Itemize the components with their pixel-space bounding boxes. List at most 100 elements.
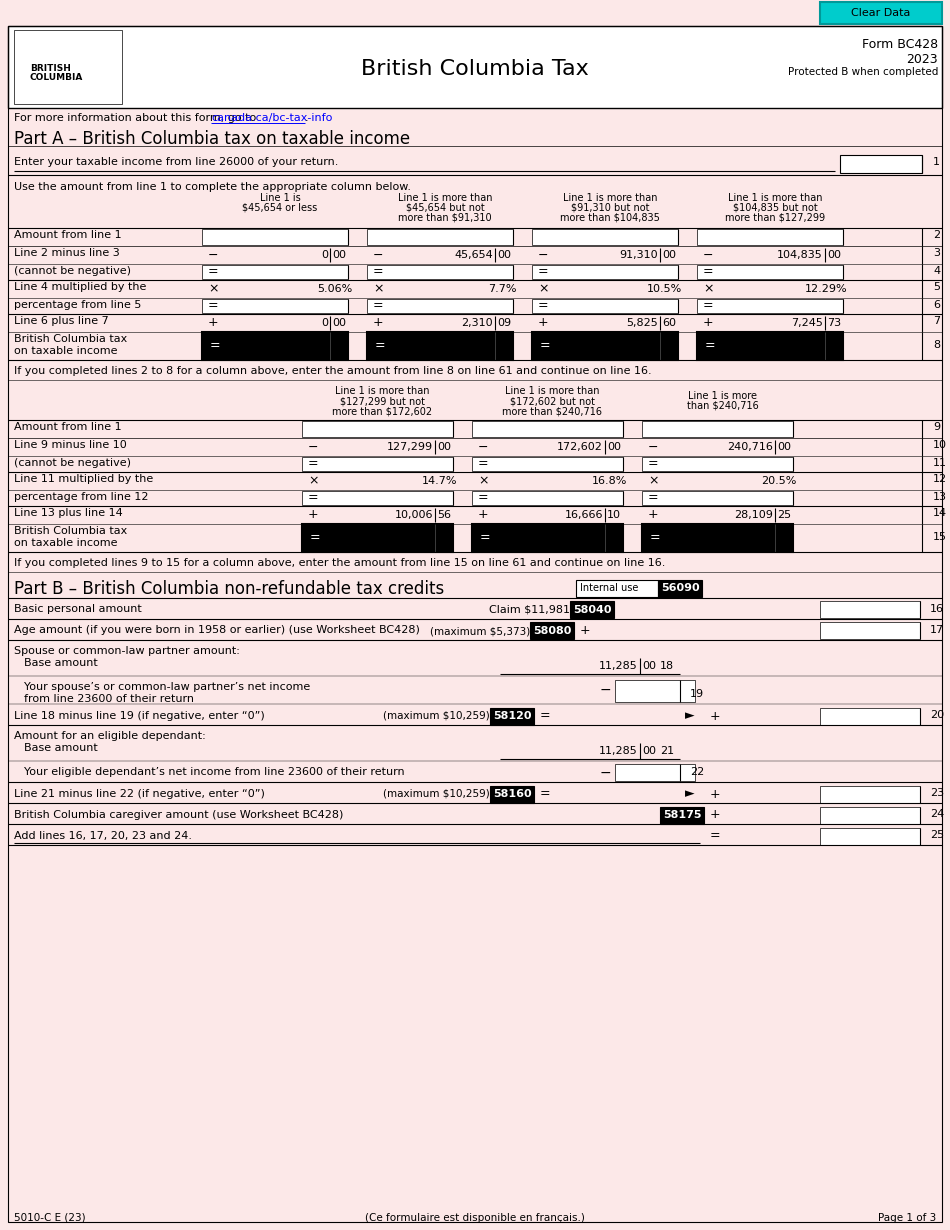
Text: =: =: [540, 787, 551, 801]
Text: =: =: [310, 531, 320, 545]
Bar: [367, 332, 513, 360]
Text: +: +: [373, 316, 384, 330]
Text: 13: 13: [933, 492, 947, 502]
Text: Line 1 is more than: Line 1 is more than: [398, 193, 492, 203]
Text: Line 6 plus line 7: Line 6 plus line 7: [14, 316, 108, 326]
Text: 25: 25: [777, 510, 791, 520]
Text: 23: 23: [930, 788, 944, 798]
Text: 8: 8: [933, 339, 940, 351]
Text: (maximum $10,259): (maximum $10,259): [383, 711, 490, 721]
Text: 25: 25: [930, 830, 944, 840]
Text: 60: 60: [662, 319, 676, 328]
Text: 5: 5: [933, 282, 940, 292]
Text: 09: 09: [497, 319, 511, 328]
Bar: [840, 155, 922, 173]
Text: =: =: [703, 299, 713, 312]
Bar: [697, 332, 843, 360]
Text: Line 1 is more than: Line 1 is more than: [505, 386, 599, 396]
Text: 00: 00: [607, 442, 621, 451]
Bar: [472, 421, 623, 437]
Text: =: =: [210, 339, 220, 353]
Text: (cannot be negative): (cannot be negative): [14, 458, 131, 467]
Text: ►: ►: [685, 787, 694, 801]
Bar: [697, 299, 843, 312]
Bar: [302, 421, 453, 437]
Text: 00: 00: [642, 747, 656, 756]
Text: more than $91,310: more than $91,310: [398, 213, 492, 223]
Text: −: −: [538, 248, 548, 262]
Text: ►: ►: [685, 710, 694, 722]
Text: 11: 11: [933, 458, 947, 467]
Text: =: =: [480, 531, 490, 545]
Text: +: +: [710, 808, 721, 822]
Text: 10: 10: [607, 510, 621, 520]
Text: Line 13 plus line 14: Line 13 plus line 14: [14, 508, 123, 518]
Text: 5,825: 5,825: [626, 319, 658, 328]
Bar: [576, 581, 658, 597]
Text: =: =: [208, 299, 219, 312]
Text: Basic personal amount: Basic personal amount: [14, 604, 142, 614]
Text: 24: 24: [930, 809, 944, 819]
Text: =: =: [478, 458, 488, 471]
Text: +: +: [208, 316, 219, 330]
Text: percentage from line 5: percentage from line 5: [14, 300, 142, 310]
Text: 58160: 58160: [493, 788, 531, 800]
Text: 00: 00: [332, 319, 346, 328]
Text: =: =: [478, 492, 488, 504]
Text: 12: 12: [933, 474, 947, 483]
Text: Line 21 minus line 22 (if negative, enter “0”): Line 21 minus line 22 (if negative, ente…: [14, 788, 265, 800]
Text: Page 1 of 3: Page 1 of 3: [878, 1213, 936, 1223]
Text: =: =: [648, 458, 658, 471]
Text: For more information about this form, go to: For more information about this form, go…: [14, 113, 259, 123]
Text: ×: ×: [703, 283, 713, 295]
Text: on taxable income: on taxable income: [14, 538, 118, 549]
Text: +: +: [580, 625, 591, 637]
Text: Clear Data: Clear Data: [851, 9, 911, 18]
Bar: [302, 491, 453, 506]
Text: British Columbia caregiver amount (use Worksheet BC428): British Columbia caregiver amount (use W…: [14, 811, 343, 820]
Text: =: =: [208, 266, 219, 278]
Text: Line 11 multiplied by the: Line 11 multiplied by the: [14, 474, 153, 483]
Text: 12.29%: 12.29%: [805, 284, 847, 294]
Text: ×: ×: [208, 283, 219, 295]
Text: −: −: [373, 248, 384, 262]
Bar: [615, 764, 695, 781]
Text: 5010-C E (23): 5010-C E (23): [14, 1213, 86, 1223]
Text: 2: 2: [933, 230, 940, 240]
Text: 00: 00: [497, 250, 511, 260]
Text: percentage from line 12: percentage from line 12: [14, 492, 148, 502]
Bar: [642, 421, 793, 437]
Bar: [820, 2, 942, 25]
Text: ×: ×: [478, 475, 488, 487]
Bar: [302, 458, 453, 471]
Text: Base amount: Base amount: [24, 743, 98, 753]
Text: on taxable income: on taxable income: [14, 346, 118, 355]
Text: 58080: 58080: [533, 626, 571, 636]
Text: 7.7%: 7.7%: [488, 284, 517, 294]
Bar: [615, 680, 695, 702]
Text: 16.8%: 16.8%: [592, 476, 627, 486]
Text: Add lines 16, 17, 20, 23 and 24.: Add lines 16, 17, 20, 23 and 24.: [14, 831, 192, 841]
Text: Spouse or common-law partner amount:: Spouse or common-law partner amount:: [14, 646, 239, 656]
Text: 10,006: 10,006: [394, 510, 433, 520]
Text: $45,654 but not: $45,654 but not: [406, 203, 484, 213]
Bar: [820, 622, 920, 640]
Text: Line 2 minus line 3: Line 2 minus line 3: [14, 248, 120, 258]
Bar: [530, 622, 574, 640]
Bar: [642, 458, 793, 471]
Text: (Ce formulaire est disponible en français.): (Ce formulaire est disponible en françai…: [365, 1213, 585, 1223]
Text: more than $172,602: more than $172,602: [332, 406, 432, 416]
Bar: [820, 601, 920, 617]
Text: 20: 20: [930, 710, 944, 720]
Text: +: +: [308, 508, 318, 522]
Text: 2,310: 2,310: [462, 319, 493, 328]
Bar: [8, 26, 942, 108]
Text: 5.06%: 5.06%: [316, 284, 352, 294]
Text: 19: 19: [690, 689, 704, 699]
Text: 0: 0: [321, 319, 328, 328]
Text: +: +: [538, 316, 549, 330]
Text: 11,285: 11,285: [599, 661, 638, 672]
Text: Internal use: Internal use: [580, 583, 638, 593]
Text: 14.7%: 14.7%: [422, 476, 457, 486]
Text: $91,310 but not: $91,310 but not: [571, 203, 649, 213]
